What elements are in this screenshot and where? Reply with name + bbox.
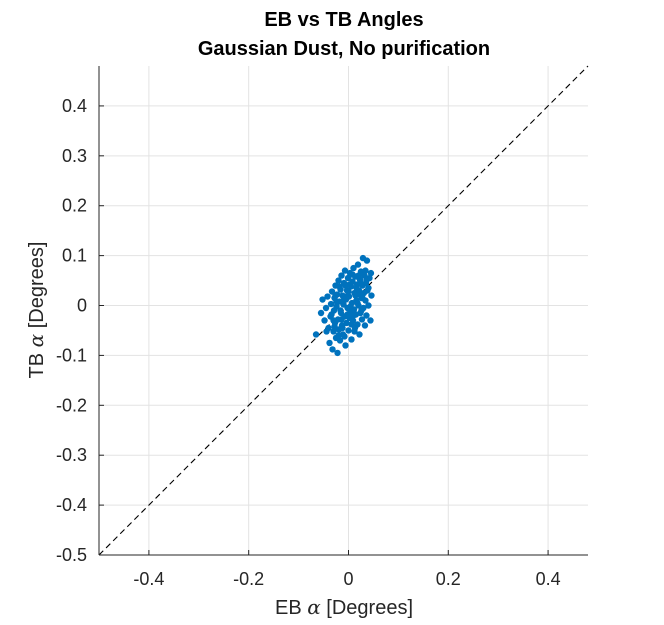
data-point [322,304,330,312]
data-point [358,307,365,314]
x-tick-labels: -0.4 -0.2 0 0.2 0.4 [133,569,560,589]
data-point [337,307,344,314]
data-point [327,300,335,308]
data-point [353,284,360,292]
y-tick-label: -0.5 [56,545,87,565]
data-point [361,322,369,329]
data-point [317,309,325,317]
data-point [333,298,340,305]
y-tick-label: 0.4 [62,96,87,116]
y-tick-label: -0.2 [56,395,87,415]
data-point [344,274,352,282]
data-point [351,328,358,335]
data-point [363,257,371,264]
data-point [367,269,375,277]
data-point [354,321,361,328]
data-point [331,323,338,330]
data-point [357,279,364,287]
data-point [363,277,370,284]
data-point [333,303,340,310]
data-point [334,349,341,357]
data-point [339,324,346,332]
data-point [348,321,355,328]
y-tick-label: -0.4 [56,495,87,515]
data-point [356,331,363,338]
data-point [323,328,330,335]
data-point [354,299,361,307]
axes [98,66,588,556]
data-point [340,297,347,304]
data-point [361,272,368,279]
x-tick-label: -0.2 [233,569,264,589]
data-point [332,292,339,299]
chart-title: EB vs TB Angles [264,9,423,31]
data-point [321,317,328,324]
data-point [335,332,342,339]
data-point [352,292,359,299]
data-point [344,311,351,318]
x-tick-label: 0.2 [436,569,461,589]
x-tick-label: -0.4 [133,569,164,589]
data-point [330,317,337,324]
y-tick-label: 0.2 [62,196,87,216]
data-point [350,312,357,319]
y-tick-label: -0.1 [56,345,87,365]
data-point [358,316,366,323]
y-tick-labels: -0.5 -0.4 -0.3 -0.2 -0.1 0 0.1 0.2 0.3 0.4 [56,96,87,565]
data-point [367,317,374,324]
y-tick-label: 0 [77,296,87,316]
data-point [355,272,362,279]
x-tick-label: 0 [343,569,353,589]
data-point [312,331,320,338]
data-point [324,293,331,300]
data-point [338,316,345,323]
data-point [345,327,352,334]
data-point [359,294,366,302]
data-point [335,277,342,284]
x-tick-label: 0.4 [536,569,561,589]
data-point [365,302,372,309]
data-point [343,319,350,327]
data-point [328,311,335,318]
data-point [363,312,370,319]
data-point [349,271,356,278]
data-point [342,282,349,289]
y-axis-label: TB α [Degrees] [24,242,48,379]
data-point [326,339,333,347]
data-point [365,284,372,292]
data-point [348,336,355,343]
data-point [336,283,343,290]
data-point [342,342,349,349]
y-tick-label: 0.3 [62,146,87,166]
data-points [312,254,375,357]
y-tick-label: -0.3 [56,445,87,465]
data-point [368,292,375,299]
chart-subtitle: Gaussian Dust, No purification [198,38,490,60]
data-point [330,328,337,335]
y-tick-label: 0.1 [62,246,87,266]
x-axis-label: EB α [Degrees] [275,595,413,619]
data-point [345,288,352,295]
data-point [341,333,348,340]
data-point [347,303,354,310]
data-point [338,272,345,279]
data-point [329,346,336,353]
data-point [354,261,362,268]
data-point [341,267,349,274]
data-point [350,264,357,272]
data-point [336,337,344,344]
data-point [362,267,369,274]
data-point [319,296,326,303]
